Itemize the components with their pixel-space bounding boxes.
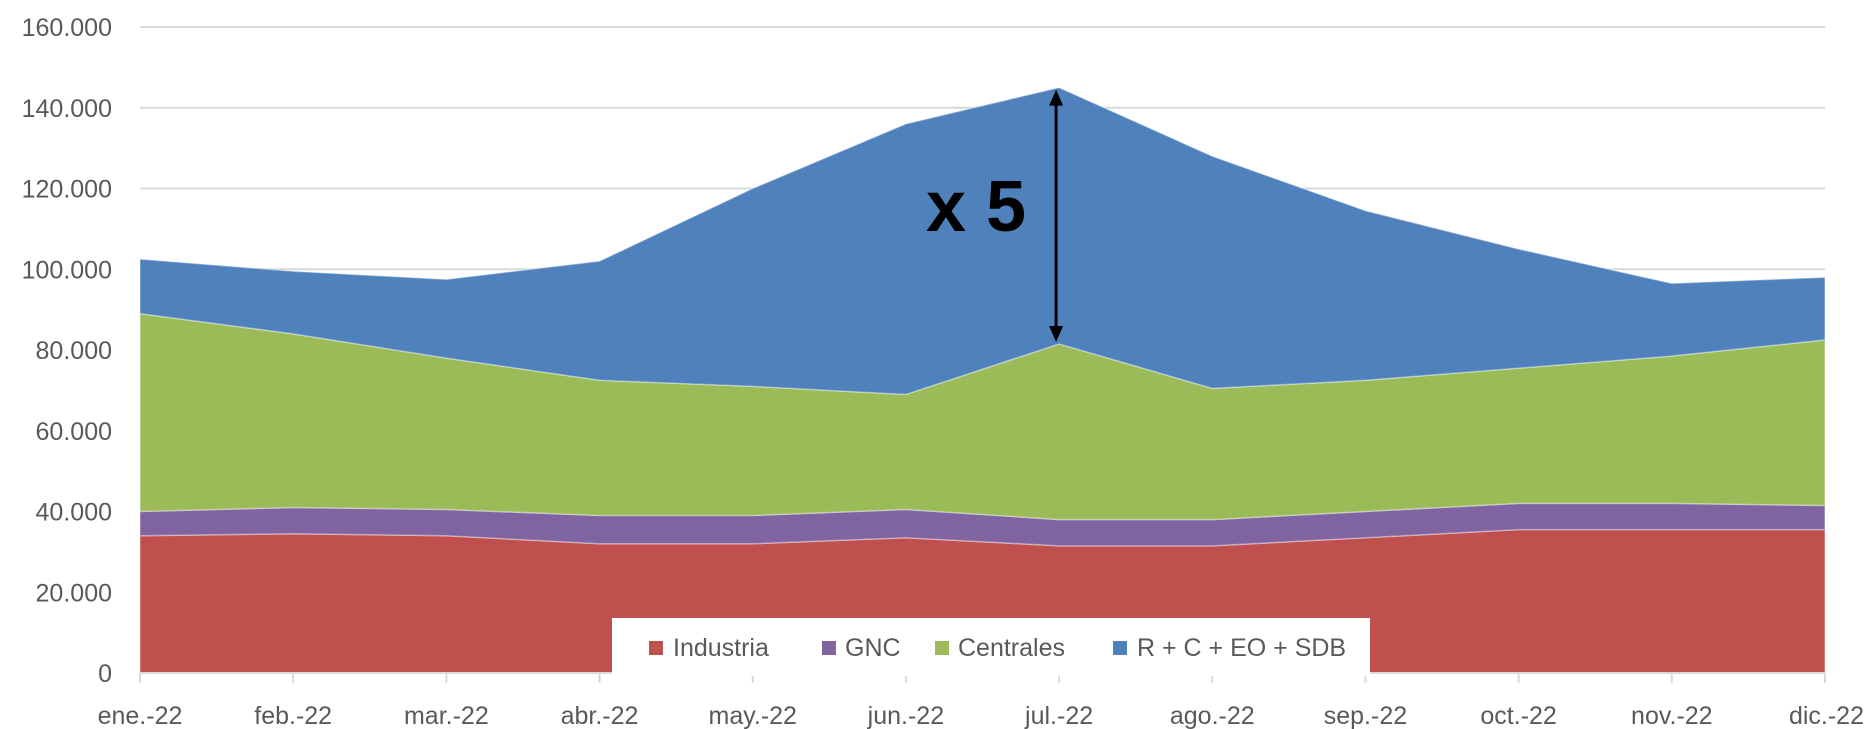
x-tick-label: ene.-22 <box>98 702 183 729</box>
y-tick-label: 140.000 <box>22 95 112 123</box>
x-tick-label: feb.-22 <box>254 702 332 729</box>
y-tick-label: 60.000 <box>36 418 112 446</box>
x-axis-tick-labels: ene.-22 feb.-22 mar.-22 abr.-22 may.-22 jun.-… <box>98 702 1864 729</box>
x-tick-label: abr.-22 <box>561 702 639 729</box>
legend-label-gnc: GNC <box>845 634 901 662</box>
y-tick-label: 0 <box>98 660 112 688</box>
y-tick-label: 20.000 <box>36 579 112 607</box>
legend-label-industria: Industria <box>673 634 769 662</box>
annotation-label: x 5 <box>926 167 1026 247</box>
x-tick-label: jul.-22 <box>1024 702 1093 729</box>
x-tick-label: sep.-22 <box>1324 702 1407 729</box>
x-tick-label: nov.-22 <box>1631 702 1713 729</box>
y-tick-label: 80.000 <box>36 337 112 365</box>
x-tick-label: may.-22 <box>709 702 797 729</box>
legend-swatch-industria <box>649 641 663 655</box>
y-axis-tick-labels: 0 20.000 40.000 60.000 80.000 100.000 120.000 1… <box>22 14 112 688</box>
legend-box <box>612 618 1370 676</box>
annotation-arrowhead-bottom <box>1049 325 1064 342</box>
x-tick-label: jun.-22 <box>867 702 944 729</box>
annotation-arrowhead-top <box>1049 89 1064 106</box>
legend-swatch-centrales <box>935 641 949 655</box>
x-tick-label: mar.-22 <box>404 702 489 729</box>
area-r-c-eo-sdb <box>139 86 1826 396</box>
y-tick-label: 120.000 <box>22 176 112 204</box>
y-tick-label: 100.000 <box>22 256 112 284</box>
legend-label-rceosdb: R + C + EO + SDB <box>1137 634 1346 662</box>
x-tick-label: dic.-22 <box>1789 702 1864 729</box>
legend-label-centrales: Centrales <box>958 634 1065 662</box>
legend-swatch-rceosdb <box>1113 641 1127 655</box>
series-areas <box>139 86 1826 674</box>
legend-swatch-gnc <box>822 641 836 655</box>
y-tick-label: 40.000 <box>36 499 112 527</box>
x-tick-label: oct.-22 <box>1480 702 1556 729</box>
y-tick-label: 160.000 <box>22 14 112 42</box>
x-tick-label: ago.-22 <box>1170 702 1255 729</box>
legend: Industria GNC Centrales R + C + EO + SDB <box>612 618 1370 676</box>
annotation: x 5 <box>926 89 1064 342</box>
